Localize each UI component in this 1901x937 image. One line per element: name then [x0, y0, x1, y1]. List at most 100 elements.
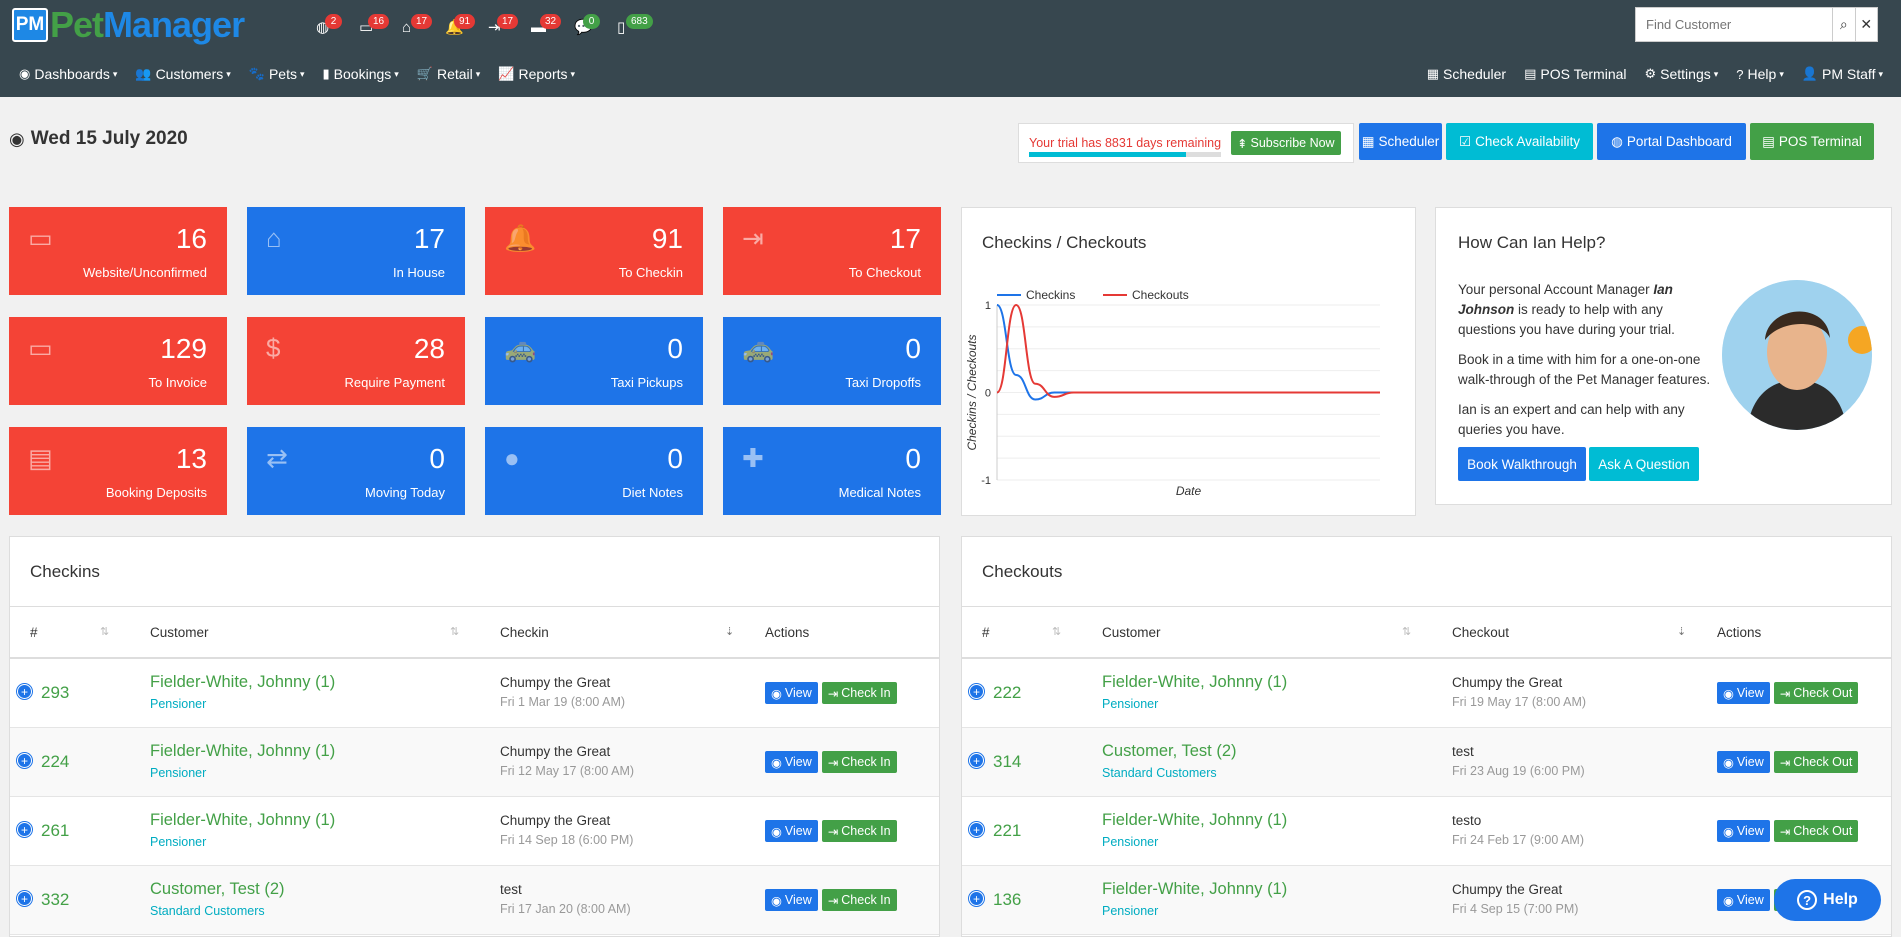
column-header[interactable]: # — [30, 625, 38, 640]
tile-booking-deposits[interactable]: ▤ 13 Booking Deposits — [9, 427, 227, 515]
expand-row-icon[interactable]: + — [969, 753, 984, 768]
logo[interactable]: PM PetManager — [12, 7, 245, 43]
search-input[interactable] — [1636, 8, 1832, 41]
customer-link[interactable]: Fielder-White, Johnny (1) — [1102, 673, 1288, 691]
taxi-icon: 🚕 — [504, 333, 537, 363]
tile-to-checkin[interactable]: 🔔 91 To Checkin — [485, 207, 703, 295]
view-button[interactable]: ◉ View — [1717, 889, 1770, 911]
menu-pets[interactable]: 🐾 Pets ▾ — [248, 66, 305, 82]
tile-to-checkout[interactable]: ⇥ 17 To Checkout — [723, 207, 941, 295]
booking-number[interactable]: 332 — [41, 890, 70, 909]
expand-row-icon[interactable]: + — [969, 822, 984, 837]
ask-question-button[interactable]: Ask A Question — [1589, 447, 1699, 481]
column-header[interactable]: Customer — [1102, 625, 1161, 640]
expand-row-icon[interactable]: + — [969, 891, 984, 906]
check-out-button[interactable]: ⇥Check Out — [1773, 682, 1859, 704]
sort-icon[interactable]: ⇅ — [100, 626, 110, 638]
pos-terminal-button[interactable]: ▤ POS Terminal — [1750, 123, 1874, 160]
column-header[interactable]: Customer — [150, 625, 209, 640]
customer-link[interactable]: Fielder-White, Johnny (1) — [150, 742, 336, 760]
sort-asc-icon[interactable]: ⇣ — [725, 626, 735, 638]
tile-taxi-pickups[interactable]: 🚕 0 Taxi Pickups — [485, 317, 703, 405]
notification-sign-out[interactable]: ⇥ 17 — [488, 14, 519, 36]
menu-user[interactable]: 👤 PM Staff ▾ — [1801, 66, 1883, 82]
check-in-button[interactable]: ⇥ Check In — [821, 682, 897, 704]
column-header[interactable]: Checkout — [1452, 625, 1510, 640]
notification-money[interactable]: ▬ 32 — [531, 14, 562, 36]
view-button[interactable]: ◉ View — [765, 820, 818, 842]
tile-medical-notes[interactable]: ✚ 0 Medical Notes — [723, 427, 941, 515]
expand-row-icon[interactable]: + — [17, 891, 32, 906]
view-button[interactable]: ◉ View — [765, 751, 818, 773]
menu-scheduler[interactable]: ▦ Scheduler — [1426, 66, 1507, 82]
customer-link[interactable]: Customer, Test (2) — [150, 880, 285, 898]
check-in-button[interactable]: ⇥ Check In — [821, 820, 897, 842]
tile-diet-notes[interactable]: ● 0 Diet Notes — [485, 427, 703, 515]
tile-moving-today[interactable]: ⇄ 0 Moving Today — [247, 427, 465, 515]
menu-dashboards[interactable]: ◉ Dashboards ▾ — [19, 66, 118, 82]
customer-link[interactable]: Fielder-White, Johnny (1) — [1102, 811, 1288, 829]
view-button[interactable]: ◉ View — [765, 889, 818, 911]
customer-link[interactable]: Fielder-White, Johnny (1) — [1102, 880, 1288, 898]
sort-icon[interactable]: ⇅ — [450, 626, 460, 638]
book-walkthrough-button[interactable]: Book Walkthrough — [1458, 447, 1586, 481]
booking-number[interactable]: 221 — [993, 821, 1022, 840]
check-out-button[interactable]: ⇥Check Out — [1773, 820, 1859, 842]
booking-number[interactable]: 314 — [993, 752, 1022, 771]
menu-settings[interactable]: ⚙ Settings ▾ — [1644, 66, 1719, 82]
notification-home[interactable]: ⌂ 17 — [402, 14, 433, 36]
expand-row-icon[interactable]: + — [17, 753, 32, 768]
view-button[interactable]: ◉ View — [1717, 682, 1770, 704]
search-button[interactable]: ⌕ — [1832, 8, 1855, 41]
expand-row-icon[interactable]: + — [17, 684, 32, 699]
sort-asc-icon[interactable]: ⇣ — [1677, 626, 1687, 638]
check-availability-button[interactable]: ☑ Check Availability — [1446, 123, 1593, 160]
sort-icon[interactable]: ⇅ — [1052, 626, 1062, 638]
check-in-button[interactable]: ⇥ Check In — [821, 889, 897, 911]
sort-icon[interactable]: ⇅ — [1402, 626, 1412, 638]
booking-number[interactable]: 224 — [41, 752, 70, 771]
column-header[interactable]: Actions — [765, 625, 810, 640]
menu-retail[interactable]: 🛒 Retail ▾ — [416, 66, 481, 82]
portal-dashboard-button[interactable]: ◍ Portal Dashboard — [1597, 123, 1746, 160]
check-in-button[interactable]: ⇥ Check In — [821, 751, 897, 773]
notification-mobile[interactable]: ▯ 683 — [617, 14, 653, 36]
tile-taxi-dropoffs[interactable]: 🚕 0 Taxi Dropoffs — [723, 317, 941, 405]
customer-link[interactable]: Customer, Test (2) — [1102, 742, 1237, 760]
menu-pos-terminal[interactable]: ▤ POS Terminal — [1524, 66, 1627, 82]
expand-row-icon[interactable]: + — [17, 822, 32, 837]
booking-number[interactable]: 136 — [993, 890, 1022, 909]
notification-globe[interactable]: ◍ 2 — [316, 14, 346, 36]
booking-number[interactable]: 261 — [41, 821, 70, 840]
subscribe-button[interactable]: ⇞ Subscribe Now — [1231, 131, 1341, 155]
view-button[interactable]: ◉ View — [765, 682, 818, 704]
menu-bookings[interactable]: ▮ Bookings ▾ — [322, 66, 399, 82]
customer-link[interactable]: Fielder-White, Johnny (1) — [150, 673, 336, 691]
notification-inbox[interactable]: ▭ 16 — [359, 14, 390, 36]
view-button[interactable]: ◉ View — [1717, 820, 1770, 842]
help-button[interactable]: ? Help — [1774, 879, 1881, 921]
booking-number[interactable]: 222 — [993, 683, 1022, 702]
tile-in-house[interactable]: ⌂ 17 In House — [247, 207, 465, 295]
customer-link[interactable]: Fielder-White, Johnny (1) — [150, 811, 336, 829]
column-header[interactable]: Checkin — [500, 625, 549, 640]
menu-help[interactable]: ? Help ▾ — [1736, 66, 1784, 82]
tile-to-invoice[interactable]: ▭ 129 To Invoice — [9, 317, 227, 405]
tile-require-payment[interactable]: $28 Require Payment — [247, 317, 465, 405]
page-date: ◉ Wed 15 July 2020 — [9, 128, 188, 149]
view-button[interactable]: ◉ View — [1717, 751, 1770, 773]
series-line-checkins — [996, 304, 1380, 401]
menu-customers[interactable]: 👥 Customers ▾ — [135, 66, 231, 82]
notification-bell[interactable]: 🔔 91 — [445, 14, 476, 36]
notification-comments[interactable]: 💬 0 — [574, 14, 604, 36]
check-out-button[interactable]: ⇥Check Out — [1773, 751, 1859, 773]
expand-row-icon[interactable]: + — [969, 684, 984, 699]
y-tick-label: 1 — [985, 300, 991, 312]
menu-reports[interactable]: 📈 Reports ▾ — [498, 66, 576, 82]
clear-search-button[interactable]: ✕ — [1854, 8, 1878, 41]
column-header[interactable]: Actions — [1717, 625, 1762, 640]
booking-number[interactable]: 293 — [41, 683, 70, 702]
scheduler-button[interactable]: ▦ Scheduler — [1359, 123, 1442, 160]
tile-website-unconfirmed[interactable]: ▭ 16 Website/Unconfirmed — [9, 207, 227, 295]
column-header[interactable]: # — [982, 625, 990, 640]
